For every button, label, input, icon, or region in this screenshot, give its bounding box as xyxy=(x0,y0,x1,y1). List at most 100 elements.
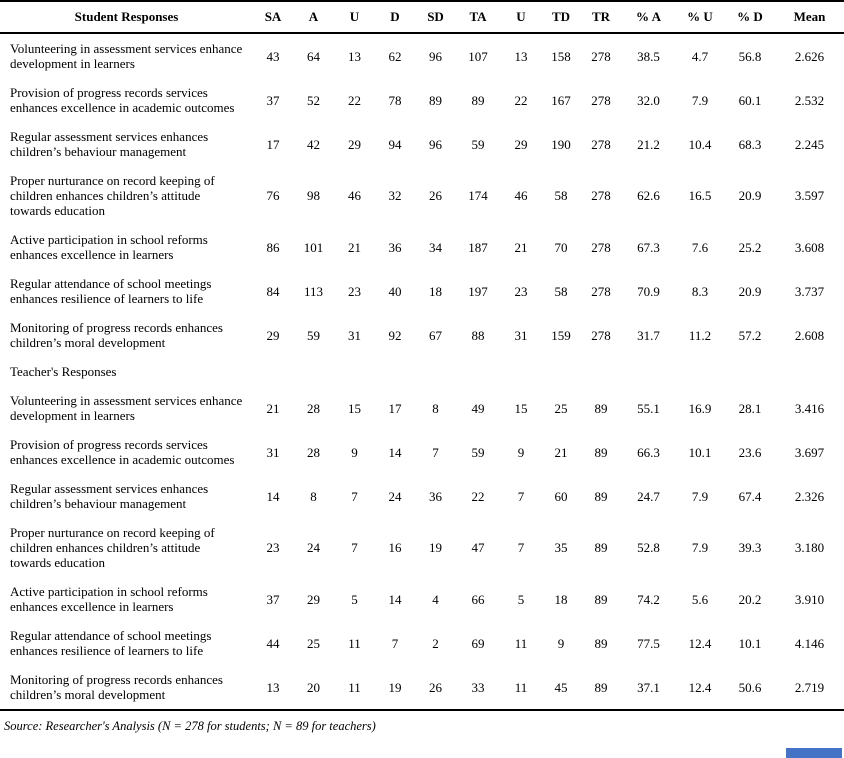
column-header: % U xyxy=(687,9,713,24)
value-cell: 67 xyxy=(429,327,442,343)
value-cell: 74.2 xyxy=(637,591,660,607)
value-cell: 62.6 xyxy=(637,188,660,203)
value-cell: 22 xyxy=(348,92,361,108)
value-cell: 17 xyxy=(266,136,280,152)
value-cell: 78 xyxy=(388,92,402,108)
value-cell: 23 xyxy=(266,540,280,555)
column-header: U xyxy=(516,9,526,24)
table-row: Regular assessment services enhances chi… xyxy=(0,474,844,518)
value-cell: 19 xyxy=(388,679,402,695)
value-cell: 29 xyxy=(307,591,320,607)
value-cell: 8.3 xyxy=(691,283,709,299)
column-header: SD xyxy=(427,9,444,24)
column-header: U xyxy=(349,9,360,24)
value-cell: 278 xyxy=(591,48,611,64)
table-row: Monitoring of progress records enhances … xyxy=(0,665,844,710)
section-row: Teacher's Responses xyxy=(0,357,844,386)
table-body: Volunteering in assessment services enha… xyxy=(0,33,844,710)
value-cell: 31 xyxy=(514,327,528,343)
value-cell: 26 xyxy=(429,188,442,203)
value-cell: 2.245 xyxy=(794,136,825,152)
value-cell: 113 xyxy=(303,283,324,299)
table-row: Active participation in school reforms e… xyxy=(0,225,844,269)
table-row: Regular assessment services enhances chi… xyxy=(0,122,844,166)
value-cell: 20.9 xyxy=(738,283,762,299)
value-cell: 16 xyxy=(388,540,402,555)
value-cell: 89 xyxy=(594,444,608,460)
value-cell: 25.2 xyxy=(738,239,762,255)
value-cell: 70 xyxy=(554,239,568,255)
value-cell: 278 xyxy=(591,92,611,108)
value-cell: 24 xyxy=(307,540,320,555)
value-cell: 67.3 xyxy=(637,239,660,255)
value-cell: 49 xyxy=(471,400,485,416)
value-cell: 89 xyxy=(594,488,608,504)
value-cell: 3.737 xyxy=(794,283,825,299)
value-cell: 14 xyxy=(388,591,402,607)
column-header: % D xyxy=(737,9,763,24)
value-cell: 18 xyxy=(429,283,442,299)
value-cell: 60.1 xyxy=(738,92,762,108)
value-cell: 10.1 xyxy=(738,635,762,651)
statement-cell: Monitoring of progress records enhances … xyxy=(10,672,223,702)
value-cell: 17 xyxy=(388,400,402,416)
value-cell: 25 xyxy=(307,635,320,651)
value-cell: 16.5 xyxy=(688,188,712,203)
statement-cell: Proper nurturance on record keeping of c… xyxy=(10,173,215,218)
table-row: Provision of progress records services e… xyxy=(0,78,844,122)
value-cell: 107 xyxy=(468,48,488,64)
value-cell: 7 xyxy=(517,488,525,504)
value-cell: 2 xyxy=(432,635,439,651)
statement-cell: Proper nurturance on record keeping of c… xyxy=(10,525,215,570)
table-row: Monitoring of progress records enhances … xyxy=(0,313,844,357)
table-row: Proper nurturance on record keeping of c… xyxy=(0,166,844,225)
value-cell: 8 xyxy=(432,400,439,416)
value-cell: 15 xyxy=(348,400,361,416)
value-cell: 20.2 xyxy=(738,591,762,607)
value-cell: 55.1 xyxy=(637,400,660,416)
value-cell: 52.8 xyxy=(637,540,660,555)
value-cell: 158 xyxy=(551,48,571,64)
value-cell: 37 xyxy=(266,92,280,108)
value-cell: 31.7 xyxy=(637,327,660,343)
value-cell: 278 xyxy=(591,188,611,203)
value-cell: 39.3 xyxy=(738,540,762,555)
value-cell: 22 xyxy=(514,92,528,108)
value-cell: 28.1 xyxy=(738,400,762,416)
statement-cell: Regular assessment services enhances chi… xyxy=(10,481,209,511)
value-cell: 13 xyxy=(266,679,280,695)
value-cell: 36 xyxy=(429,488,442,504)
value-cell: 92 xyxy=(388,327,402,343)
value-cell: 89 xyxy=(471,92,485,108)
value-cell: 7 xyxy=(351,488,358,504)
value-cell: 12.4 xyxy=(688,635,712,651)
value-cell: 190 xyxy=(551,136,571,152)
value-cell: 3.180 xyxy=(794,540,825,555)
value-cell: 11 xyxy=(514,635,528,651)
value-cell: 3.608 xyxy=(794,239,825,255)
value-cell: 52 xyxy=(307,92,320,108)
value-cell: 22 xyxy=(471,488,485,504)
section-label: Teacher's Responses xyxy=(10,364,117,379)
statement-cell: Provision of progress records services e… xyxy=(10,85,235,115)
responses-table: Student Responses SA A U D SD TA U TD TR % A % U % D… xyxy=(0,0,844,710)
table-header-row: Student Responses SA A U D SD TA U TD TR % A % U % D… xyxy=(0,1,844,33)
value-cell: 31 xyxy=(348,327,361,343)
value-cell: 8 xyxy=(310,488,317,504)
column-header: D xyxy=(390,9,400,24)
value-cell: 89 xyxy=(594,400,608,416)
value-cell: 45 xyxy=(554,679,568,695)
value-cell: 77.5 xyxy=(637,635,660,651)
statement-cell: Volunteering in assessment services enha… xyxy=(10,393,243,423)
value-cell: 68.3 xyxy=(738,136,762,152)
column-header: TR xyxy=(591,9,611,24)
value-cell: 11 xyxy=(348,679,361,695)
value-cell: 50.6 xyxy=(738,679,762,695)
value-cell: 159 xyxy=(551,327,571,343)
value-cell: 4.146 xyxy=(794,635,825,651)
value-cell: 197 xyxy=(468,283,488,299)
value-cell: 7.9 xyxy=(691,540,709,555)
value-cell: 4 xyxy=(432,591,439,607)
value-cell: 46 xyxy=(514,188,528,203)
value-cell: 42 xyxy=(307,136,320,152)
